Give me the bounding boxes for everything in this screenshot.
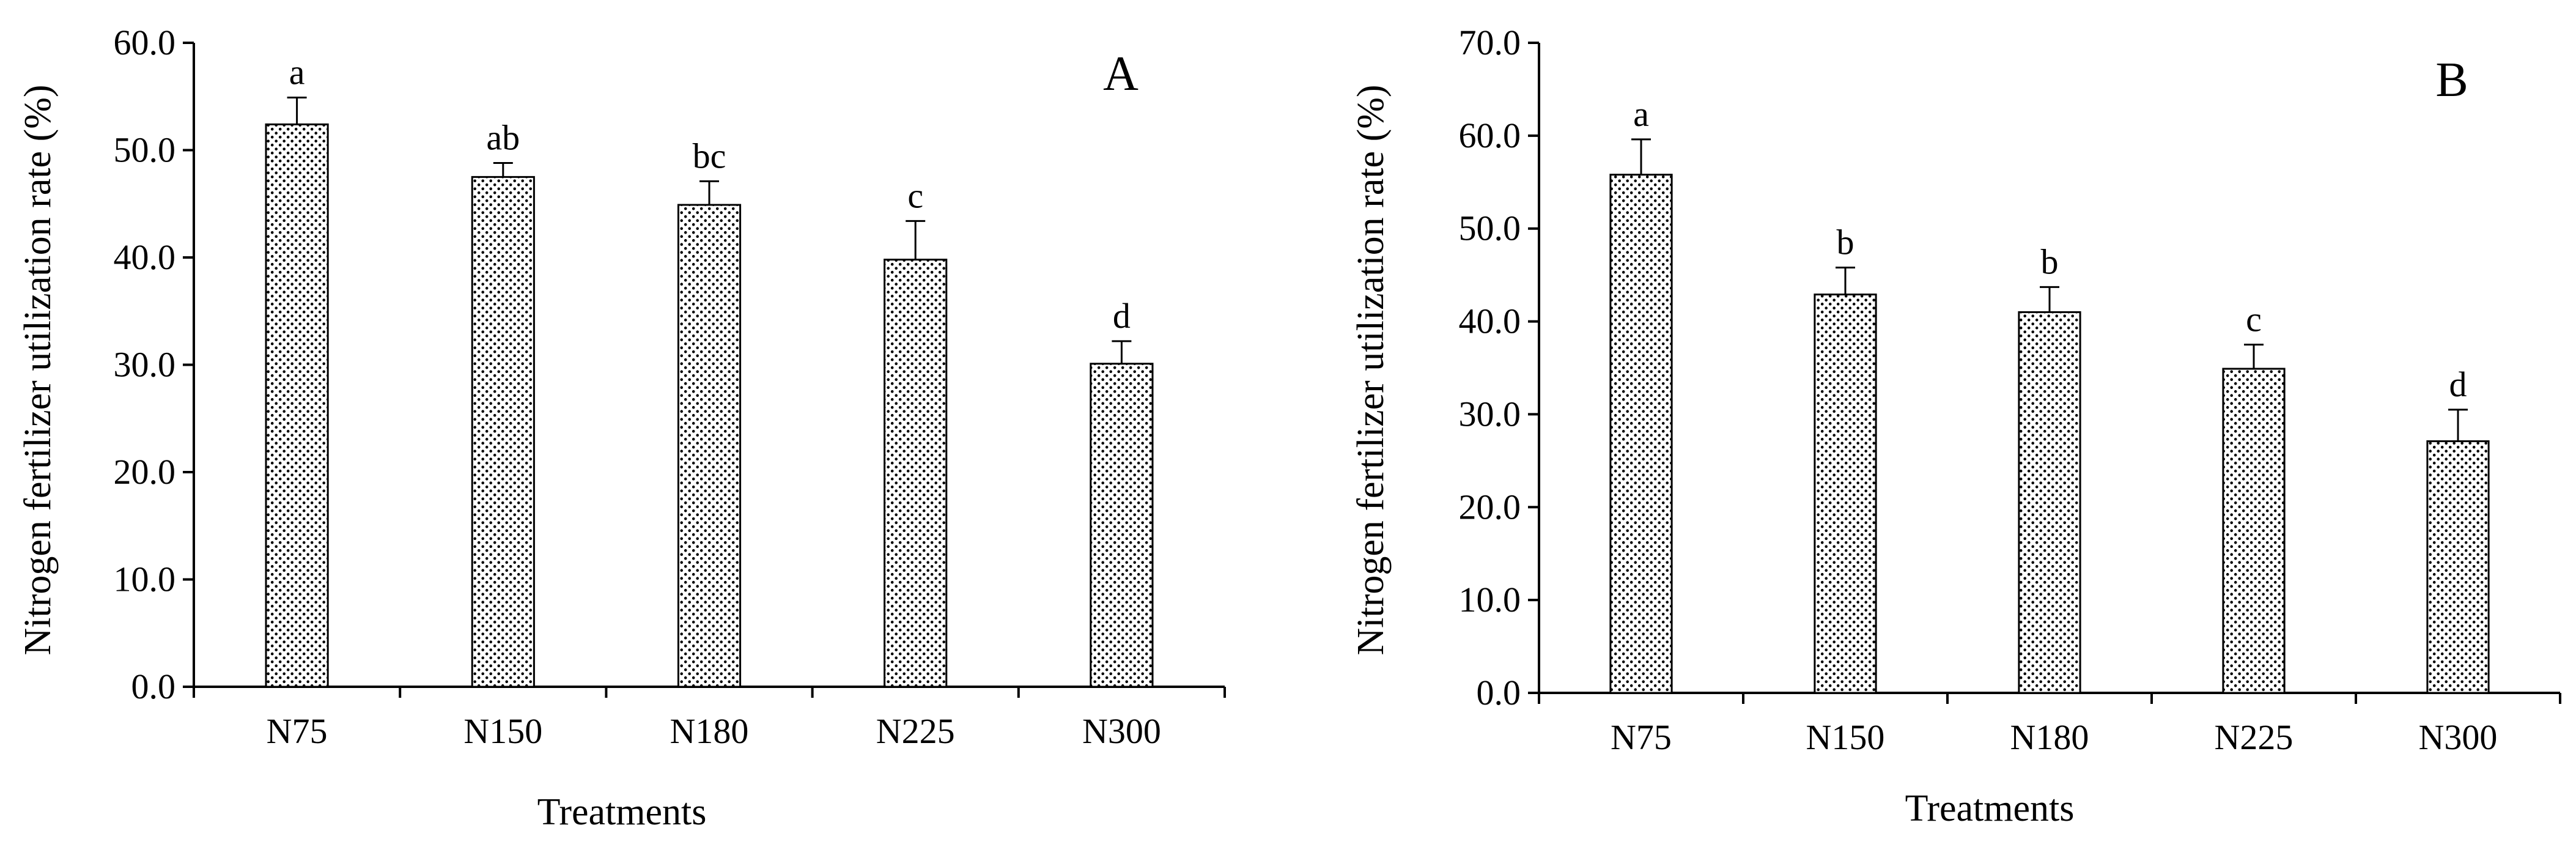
x-tick-label-a-n75: N75 (267, 711, 328, 751)
y-tick-label-a: 50.0 (114, 130, 176, 170)
significance-label-a-n150: ab (486, 118, 520, 158)
y-tick-label-b: 70.0 (1459, 23, 1521, 62)
y-tick-label-a: 20.0 (114, 452, 176, 492)
x-tick-label-b-n150: N150 (1806, 717, 1885, 757)
x-tick-label-a-n225: N225 (876, 711, 955, 751)
bar-a-n225 (884, 259, 948, 688)
chart-panel-a: A Nitrogen fertilizer utilization rate (… (17, 23, 1226, 833)
x-tick-label-a-n300: N300 (1082, 711, 1161, 751)
significance-label-a-n75: a (289, 53, 305, 92)
x-tick-label-b-n75: N75 (1611, 717, 1672, 757)
y-tick-label-b: 30.0 (1459, 394, 1521, 434)
significance-label-b-n180: b (2041, 242, 2059, 281)
x-tick-label-b-n225: N225 (2215, 717, 2294, 757)
x-axis-title-b: Treatments (1905, 788, 2075, 829)
bar-b-n150 (1814, 294, 1877, 694)
significance-label-b-n75: a (1633, 94, 1649, 134)
y-tick-label-a: 60.0 (114, 23, 176, 62)
y-tick-label-b: 40.0 (1459, 301, 1521, 341)
significance-label-a-n180: bc (693, 136, 726, 176)
y-tick-label-b: 0.0 (1477, 673, 1521, 712)
y-tick-label-a: 30.0 (114, 345, 176, 385)
y-tick-label-b: 10.0 (1459, 580, 1521, 620)
x-axis-title-a: Treatments (537, 791, 707, 833)
bar-a-n300 (1090, 363, 1154, 688)
x-tick-label-a-n150: N150 (463, 711, 542, 751)
significance-label-a-n225: c (907, 176, 923, 215)
panel-label-b: B (2435, 53, 2468, 107)
bar-a-n75 (265, 123, 329, 688)
y-tick-label-b: 20.0 (1459, 487, 1521, 527)
significance-label-b-n300: d (2449, 364, 2467, 404)
bar-a-n150 (471, 176, 535, 688)
y-axis-title-a: Nitrogen fertilizer utilization rate (%) (17, 84, 59, 655)
y-tick-label-a: 40.0 (114, 237, 176, 277)
bar-a-n180 (677, 204, 742, 688)
significance-label-a-n300: d (1113, 296, 1131, 336)
chart-panel-b: B Nitrogen fertilizer utilization rate (… (1350, 23, 2561, 829)
bar-b-n225 (2222, 368, 2286, 694)
x-tick-label-b-n300: N300 (2419, 717, 2498, 757)
bar-b-n180 (2018, 311, 2081, 694)
y-tick-label-b: 50.0 (1459, 209, 1521, 248)
y-tick-label-a: 0.0 (131, 667, 176, 706)
y-axis-title-b: Nitrogen fertilizer utilization rate (%) (1350, 84, 1392, 655)
panel-label-a: A (1103, 47, 1139, 101)
y-tick-label-b: 60.0 (1459, 116, 1521, 155)
significance-label-b-n150: b (1837, 222, 1854, 262)
bar-b-n75 (1609, 174, 1673, 694)
significance-label-b-n225: c (2246, 300, 2262, 339)
y-tick-label-a: 10.0 (114, 560, 176, 599)
x-tick-label-b-n180: N180 (2010, 717, 2089, 757)
x-tick-label-a-n180: N180 (670, 711, 749, 751)
bar-b-n300 (2426, 440, 2490, 694)
